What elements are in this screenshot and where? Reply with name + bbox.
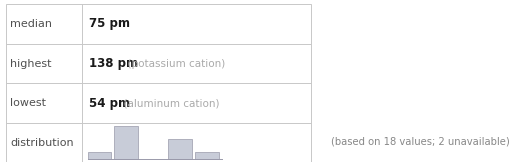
Text: distribution: distribution [10,138,74,148]
Bar [114,126,138,159]
Text: 138 pm: 138 pm [89,57,138,70]
Bar [88,152,111,159]
Bar [168,139,192,159]
Bar [195,152,219,159]
Text: (based on 18 values; 2 unavailable): (based on 18 values; 2 unavailable) [331,136,510,146]
Text: lowest: lowest [10,98,46,108]
Text: median: median [10,19,53,29]
Text: (aluminum cation): (aluminum cation) [117,98,219,108]
Text: (potassium cation): (potassium cation) [121,59,225,69]
Text: highest: highest [10,59,52,69]
Bar [6,4,311,162]
Text: 75 pm: 75 pm [89,17,130,30]
Text: 54 pm: 54 pm [89,97,130,110]
